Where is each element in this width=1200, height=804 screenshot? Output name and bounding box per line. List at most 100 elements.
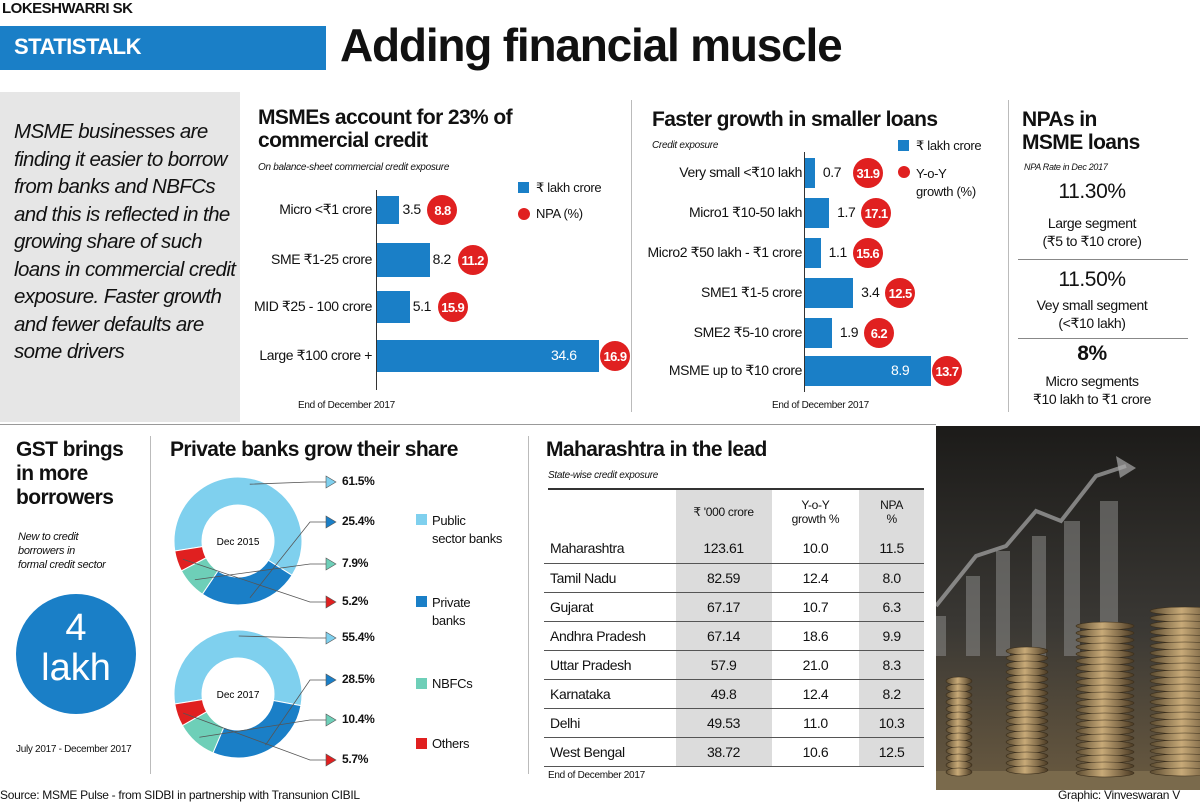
chart1-value: 34.6 <box>551 347 577 363</box>
table-cell: 123.61 <box>675 534 772 564</box>
coin <box>1149 767 1200 777</box>
table-row: Karnataka 49.8 12.4 8.2 <box>544 679 924 709</box>
chart1-title: MSMEs account for 23% of commercial cred… <box>258 106 513 152</box>
table-cell: 21.0 <box>771 650 860 680</box>
table-rule <box>548 488 924 490</box>
table-cell: 12.5 <box>859 737 924 767</box>
chart2-growth-circle: 31.9 <box>852 158 883 188</box>
table-cell: 8.3 <box>859 650 924 680</box>
donut-leader <box>249 481 326 485</box>
donut-leader <box>238 635 326 639</box>
table-cell: 10.0 <box>771 534 860 564</box>
table-row: Andhra Pradesh 67.14 18.6 9.9 <box>544 621 924 651</box>
chart1-bar <box>377 243 430 277</box>
chart1-bar <box>377 340 599 372</box>
donut-slice-1-0 <box>173 629 303 707</box>
table-cell: 38.72 <box>675 737 772 767</box>
section-tag: STATISTALK <box>14 34 141 59</box>
chart2-category: SME1 ₹1-5 crore <box>701 284 802 300</box>
donut-leader <box>249 521 326 599</box>
coins-illustration <box>936 426 1200 790</box>
donut-arrow <box>325 595 337 609</box>
donut-arrow <box>325 515 337 529</box>
npa-pct-1: 11.30% <box>1058 180 1126 203</box>
divider <box>1008 100 1009 412</box>
donut-leader <box>183 712 326 761</box>
donut-arrow <box>325 557 337 571</box>
source: Source: MSME Pulse - from SIDBI in partn… <box>0 788 360 802</box>
chart1-category: SME ₹1-25 crore <box>271 251 372 267</box>
coin <box>1005 765 1049 775</box>
table-cell: 57.9 <box>675 650 772 680</box>
donut-value-label: 5.7% <box>342 752 369 766</box>
state-name: Uttar Pradesh <box>544 650 676 680</box>
table-cell: 12.4 <box>771 679 860 709</box>
donut-leader <box>265 679 326 746</box>
chart2-growth-circle: 13.7 <box>932 356 962 386</box>
intro-text: MSME businesses are finding it easier to… <box>14 120 236 363</box>
table-cell: 49.53 <box>675 708 772 738</box>
chart2-legend-yoy: Y-o-Y growth (%) <box>916 166 976 199</box>
donut-arrow <box>325 713 337 727</box>
chart2-value: 8.9 <box>891 362 910 378</box>
table-row: Uttar Pradesh 57.9 21.0 8.3 <box>544 650 924 680</box>
chart2-bar <box>805 318 832 348</box>
col-yoy: Y-o-Y growth % <box>791 498 840 526</box>
coin <box>945 767 973 777</box>
chart2-value: 1.7 <box>837 204 856 220</box>
donut-value-label: 5.2% <box>342 594 369 608</box>
chart1-npa-circle: 15.9 <box>437 292 468 322</box>
npa-title: NPAs in MSME loans <box>1022 108 1140 154</box>
table-cell: 8.0 <box>859 563 924 593</box>
donut-value-label: 10.4% <box>342 712 375 726</box>
donut-slice-0-3 <box>174 546 207 572</box>
state-name: Gujarat <box>544 592 676 622</box>
table-row: West Bengal 38.72 10.6 12.5 <box>544 737 924 767</box>
table-cell: 10.6 <box>771 737 860 767</box>
chart2-category: MSME up to ₹10 crore <box>668 362 803 378</box>
chart2-bar <box>805 198 830 228</box>
chart1-note: End of December 2017 <box>298 400 395 411</box>
section-divider <box>0 424 936 425</box>
donut-arrow <box>325 673 337 687</box>
donut-arrow <box>325 753 337 767</box>
donut-slice-0-0 <box>173 476 303 576</box>
gst-big-unit: lakh <box>41 647 111 689</box>
chart2-bar <box>805 356 931 386</box>
gst-big-number: 4 <box>65 607 87 649</box>
legend-nbfc: NBFCs <box>432 676 473 691</box>
donut-leader <box>182 558 326 603</box>
legend-others-icon <box>416 738 427 749</box>
gst-subtitle: New to credit borrowers in formal credit s… <box>18 531 106 571</box>
donut-value-label: 25.4% <box>342 514 375 528</box>
legend-private: Private banks <box>432 595 471 628</box>
chart2-value: 0.7 <box>822 164 842 180</box>
chart1-legend-bar-icon <box>518 182 529 193</box>
chart1-value: 3.5 <box>402 201 421 217</box>
npa-label-3: Micro segments ₹10 lakh to ₹1 crore <box>1033 373 1151 407</box>
gst-title: GST brings in more borrowers <box>16 438 124 509</box>
table-row: Gujarat 67.17 10.7 6.3 <box>544 592 924 622</box>
donut-leader <box>194 563 326 581</box>
chart2-category: Micro2 ₹50 lakh - ₹1 crore <box>647 244 803 260</box>
donut-value-label: 7.9% <box>342 556 369 570</box>
divider <box>528 436 529 774</box>
chart2-subtitle: Credit exposure <box>652 140 719 151</box>
chart2-category: SME2 ₹5-10 crore <box>693 324 803 340</box>
table-cell: 18.6 <box>771 621 860 651</box>
table-cell: 49.8 <box>675 679 772 709</box>
legend-public: Public sector banks <box>432 513 503 546</box>
chart3-title: Private banks grow their share <box>170 438 458 461</box>
donut-arrow <box>325 631 337 645</box>
state-name: Karnataka <box>544 679 676 709</box>
legend-private-icon <box>416 596 427 607</box>
legend-public-icon <box>416 514 427 525</box>
chart1-bar <box>377 196 400 224</box>
chart2-legend-dot-icon <box>898 166 910 178</box>
npa-subtitle: NPA Rate in Dec 2017 <box>1024 162 1108 172</box>
state-name: Delhi <box>544 708 676 738</box>
coin <box>1075 768 1135 778</box>
chart2-axis <box>804 152 805 392</box>
state-name: Maharashtra <box>544 534 676 564</box>
npa-label-2: Vey small segment (<₹10 lakh) <box>1036 297 1148 331</box>
